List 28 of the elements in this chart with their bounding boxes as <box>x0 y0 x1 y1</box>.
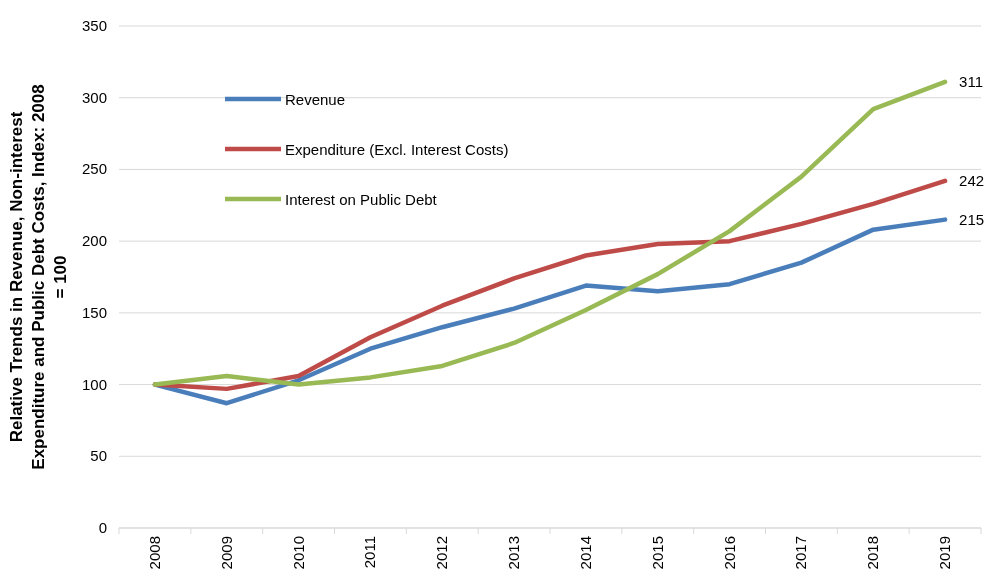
y-tick-label: 200 <box>81 232 107 250</box>
y-tick-label: 300 <box>81 88 107 106</box>
y-tick-label: 50 <box>90 447 107 465</box>
legend-label: Interest on Public Debt <box>285 191 438 208</box>
x-tick-label: 2008 <box>145 536 163 570</box>
x-tick-label: 2018 <box>864 536 882 570</box>
y-tick-label: 100 <box>81 375 107 393</box>
x-tick-label: 2017 <box>792 536 810 570</box>
x-tick-label: 2015 <box>648 536 666 570</box>
legend-label: Expenditure (Excl. Interest Costs) <box>285 141 509 158</box>
data-label: 311 <box>959 72 984 90</box>
x-tick-label: 2009 <box>217 536 235 570</box>
data-label: 242 <box>959 171 985 189</box>
x-tick-label: 2010 <box>289 536 307 570</box>
x-tick-label: 2012 <box>433 536 451 570</box>
y-tick-label: 0 <box>98 519 107 536</box>
x-tick-label: 2013 <box>505 536 523 570</box>
x-tick-label: 2011 <box>361 536 379 569</box>
y-tick-label: 350 <box>81 17 107 34</box>
x-tick-label: 2016 <box>720 536 738 570</box>
line-series <box>152 79 948 387</box>
y-tick-label: 250 <box>81 160 107 178</box>
y-tick-label: 150 <box>81 303 107 321</box>
legend-label: Revenue <box>285 91 346 108</box>
data-label: 215 <box>959 210 985 228</box>
y-axis-title: Relative Trends in Revenue, Non-interest Expenditure and Public Debt Costs, Index: 2008 = 100 <box>7 84 70 470</box>
x-tick-label: 2014 <box>576 536 594 570</box>
x-tick-label: 2019 <box>936 536 954 570</box>
